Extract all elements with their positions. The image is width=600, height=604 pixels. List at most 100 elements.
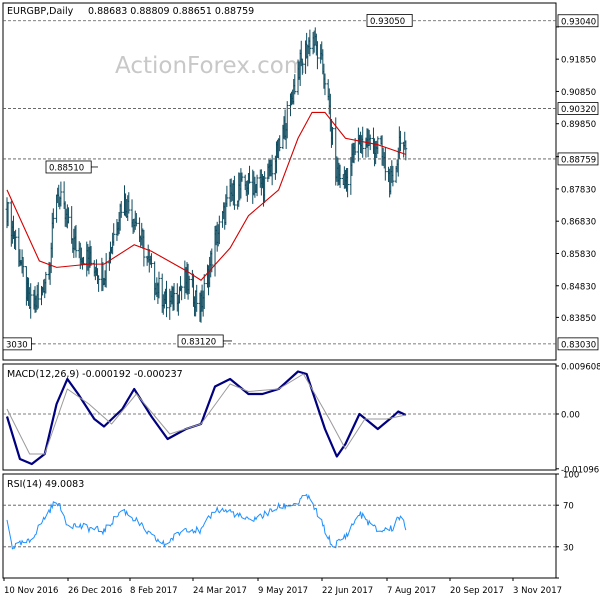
price-bar bbox=[187, 275, 191, 295]
annotation-label: 3030 bbox=[6, 340, 28, 350]
level-label: 0.90320 bbox=[561, 105, 596, 115]
rsi-y-tick-label: 100 bbox=[563, 471, 579, 481]
price-bar bbox=[225, 185, 229, 207]
price-bar bbox=[316, 41, 319, 70]
level-box bbox=[557, 337, 599, 351]
price-bar bbox=[202, 274, 206, 310]
symbol-label: EURGBP,Daily bbox=[7, 6, 74, 17]
price-bar bbox=[67, 207, 70, 224]
rsi-lines bbox=[3, 493, 556, 550]
x-tick-label: 7 Aug 2017 bbox=[387, 586, 436, 596]
y-tick-label: 0.89850 bbox=[561, 120, 596, 130]
annotation-label: 0.88510 bbox=[49, 163, 84, 173]
rsi-y-tick-label: 30 bbox=[563, 543, 574, 553]
price-bar bbox=[323, 73, 327, 96]
ohlc-label: 0.88683 0.88809 0.88651 0.88759 bbox=[88, 6, 254, 17]
macd-line bbox=[5, 370, 407, 466]
price-bar bbox=[278, 135, 282, 152]
x-tick-label: 8 Feb 2017 bbox=[130, 586, 178, 596]
y-tick-label: 0.91850 bbox=[561, 56, 596, 66]
price-bar bbox=[44, 271, 48, 294]
x-tick-label: 3 Nov 2017 bbox=[513, 586, 562, 596]
price-bar bbox=[233, 175, 236, 210]
x-tick-label: 10 Nov 2016 bbox=[4, 586, 58, 596]
price-bar bbox=[74, 224, 78, 258]
price-bar bbox=[285, 101, 289, 139]
price-bar bbox=[404, 140, 408, 161]
price-bar bbox=[300, 58, 304, 75]
x-axis: 10 Nov 2016 26 Dec 2016 8 Feb 2017 24 Mar 2… bbox=[3, 578, 562, 596]
price-bar bbox=[157, 271, 161, 299]
level-label: 0.93040 bbox=[561, 17, 596, 27]
price-bar bbox=[383, 147, 387, 181]
price-bar bbox=[308, 29, 312, 57]
y-tick-label: 0.87830 bbox=[561, 185, 596, 195]
y-tick-label: 0.84830 bbox=[561, 282, 596, 292]
rsi-axis: 100 70 30 bbox=[556, 471, 579, 579]
price-bar bbox=[14, 229, 18, 251]
annotation-box bbox=[2, 337, 32, 351]
price-bar bbox=[51, 208, 55, 229]
level-label: 0.88759 bbox=[561, 155, 596, 165]
level-box bbox=[557, 152, 599, 166]
x-tick-label: 9 May 2017 bbox=[258, 586, 308, 596]
macd-pane bbox=[2, 363, 557, 471]
price-bar bbox=[399, 130, 402, 152]
price-bar bbox=[353, 138, 357, 156]
price-bar bbox=[255, 174, 259, 197]
price-pane bbox=[2, 2, 557, 361]
signal-line bbox=[6, 373, 406, 455]
price-bar bbox=[165, 280, 168, 318]
rsi-pane bbox=[2, 473, 557, 579]
annotation-box bbox=[177, 334, 224, 348]
macd-y-tick-label: 0.009608 bbox=[561, 362, 600, 372]
annotation-box bbox=[45, 160, 92, 174]
rsi-line bbox=[6, 493, 407, 550]
price-bar bbox=[6, 201, 10, 227]
moving-average-line bbox=[6, 111, 406, 281]
price-bars bbox=[5, 27, 408, 323]
price-bar bbox=[134, 213, 138, 227]
y-tick-label: 0.86830 bbox=[561, 218, 596, 228]
price-bar bbox=[180, 285, 184, 301]
price-bar bbox=[263, 171, 267, 203]
annotation-label: 0.93050 bbox=[370, 17, 405, 27]
price-bar bbox=[29, 283, 33, 319]
price-levels-layer: 0.93040 0.90320 0.88759 0.83030 bbox=[3, 14, 599, 351]
macd-y-tick-label: 0.00 bbox=[561, 411, 580, 421]
price-bar bbox=[89, 246, 93, 266]
price-bar bbox=[82, 256, 85, 265]
level-box bbox=[557, 102, 599, 115]
price-bar bbox=[368, 134, 372, 151]
annotation-label: 0.83120 bbox=[181, 337, 216, 347]
price-bar bbox=[36, 282, 40, 309]
price-bar bbox=[293, 74, 297, 95]
annotation-box bbox=[366, 14, 413, 27]
price-bar bbox=[195, 284, 199, 312]
price-bar bbox=[217, 215, 221, 245]
y-tick-label: 0.90850 bbox=[561, 88, 596, 98]
moving-average-layer bbox=[6, 111, 406, 281]
level-label: 0.83030 bbox=[561, 340, 596, 350]
price-bar bbox=[338, 164, 342, 188]
price-axis: 0.91850 0.90850 0.89850 0.87830 0.86830 0.858… bbox=[556, 26, 596, 324]
macd-lines bbox=[3, 370, 556, 466]
price-bar bbox=[391, 165, 395, 187]
price-bar bbox=[150, 253, 153, 268]
price-annotations: 0.88510 0.93050 0.83120 3030 bbox=[2, 14, 413, 351]
price-bar bbox=[119, 200, 123, 218]
price-bar bbox=[248, 165, 251, 184]
price-bar bbox=[172, 283, 176, 311]
price-bar bbox=[21, 257, 25, 277]
price-bar bbox=[240, 172, 244, 182]
rsi-y-tick-label: 70 bbox=[563, 502, 574, 512]
price-bar bbox=[97, 275, 101, 292]
x-tick-label: 22 Jun 2017 bbox=[322, 586, 373, 596]
watermark: ActionForex.com bbox=[115, 53, 306, 79]
price-bar bbox=[127, 192, 131, 214]
x-tick-label: 26 Dec 2016 bbox=[68, 586, 122, 596]
